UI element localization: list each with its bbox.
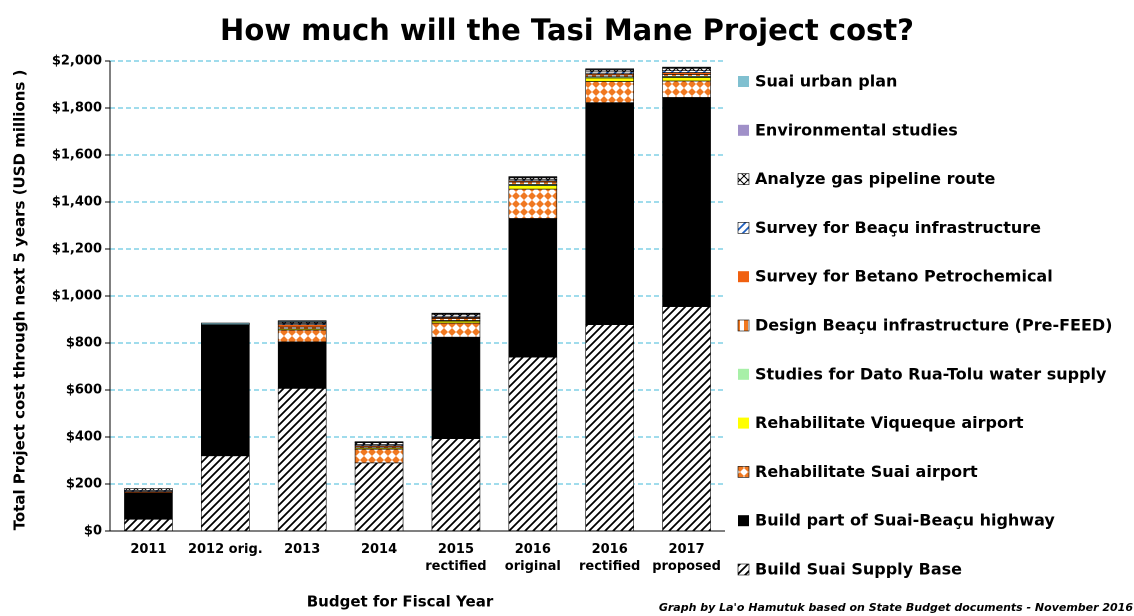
- bar-segment: [662, 80, 711, 98]
- bar-segment: [277, 329, 327, 343]
- legend-label: Survey for Betano Petrochemical: [755, 267, 1053, 286]
- legend-swatch: [737, 222, 750, 234]
- legend-swatch: [738, 76, 749, 87]
- bar-segment: [662, 306, 711, 532]
- bar-segment: [585, 102, 634, 325]
- bar-segment: [277, 341, 327, 389]
- legend-swatch: [737, 563, 750, 576]
- bar-segment: [662, 67, 711, 71]
- legend-label: Rehabilitate Viqueque airport: [755, 413, 1024, 432]
- bar-segment: [508, 181, 558, 185]
- bar-segment: [277, 388, 327, 532]
- legend-swatch: [738, 271, 749, 283]
- bar-segment: [508, 356, 558, 532]
- y-tick-label: $1,200: [52, 242, 102, 257]
- legend-swatch: [738, 368, 749, 380]
- y-tick-label: $1,600: [52, 148, 102, 163]
- x-tick-label: 2013: [284, 542, 320, 557]
- bar-segment: [431, 336, 481, 439]
- y-tick-label: $600: [66, 383, 102, 398]
- legend-label: Environmental studies: [755, 120, 958, 139]
- bar-segment: [124, 488, 173, 491]
- bar-segment: [277, 324, 327, 328]
- x-tick-label: 2015 rectified: [425, 542, 486, 574]
- x-tick-label: 2014: [361, 542, 397, 557]
- y-tick-label: $1,800: [52, 101, 102, 116]
- bar-segment: [585, 77, 634, 82]
- y-tick-label: $1,000: [52, 289, 102, 304]
- bar-segment: [124, 518, 173, 532]
- y-tick-label: $1,400: [52, 195, 102, 210]
- x-tick-label: 2016 original: [505, 542, 561, 574]
- legend-label: Build part of Suai-Beaçu highway: [755, 511, 1055, 530]
- x-axis-title: Budget for Fiscal Year: [307, 593, 494, 611]
- legend-label: Studies for Dato Rua-Tolu water supply: [755, 364, 1107, 383]
- bar-segment: [508, 218, 558, 358]
- legend-swatch: [737, 466, 750, 478]
- bar-segment: [662, 97, 711, 307]
- x-tick-label: 2017 proposed: [652, 542, 721, 574]
- legend-swatch: [737, 173, 750, 185]
- y-tick-label: $400: [66, 430, 102, 445]
- bar-segment: [201, 322, 250, 325]
- legend-label: Design Beaçu infrastructure (Pre-FEED): [755, 316, 1112, 335]
- bar-segment: [354, 462, 404, 532]
- x-tick-label: 2011: [130, 542, 166, 557]
- x-tick-label: 2012 orig.: [188, 542, 263, 557]
- legend-label: Suai urban plan: [755, 72, 897, 91]
- chart-title: How much will the Tasi Mane Project cost…: [220, 13, 914, 47]
- legend-swatch: [738, 124, 749, 136]
- y-tick-label: $0: [84, 524, 102, 539]
- legend-label: Survey for Beaçu infrastructure: [755, 218, 1041, 237]
- x-tick-label: 2016 rectified: [579, 542, 640, 574]
- y-tick-label: $2,000: [52, 54, 102, 69]
- bar-segment: [508, 188, 558, 219]
- bar-segment: [431, 322, 481, 338]
- y-tick-label: $800: [66, 336, 102, 351]
- bar-segment: [585, 81, 634, 103]
- legend-swatch: [737, 319, 750, 332]
- bar-segment: [585, 324, 634, 532]
- legend-swatch: [738, 515, 749, 527]
- y-tick-label: $200: [66, 477, 102, 492]
- bar-segment: [508, 185, 558, 190]
- bar-segment: [354, 448, 404, 464]
- bar-segment: [277, 320, 327, 322]
- bar-segment: [201, 455, 250, 532]
- bar-segment: [431, 438, 481, 532]
- footnote: Graph by La'o Hamutuk based on State Bud…: [659, 601, 1133, 614]
- legend-label: Analyze gas pipeline route: [755, 169, 996, 188]
- bar-segment: [662, 77, 711, 82]
- bar-segment: [201, 324, 250, 457]
- legend-label: Build Suai Supply Base: [755, 560, 962, 579]
- legend-swatch: [738, 417, 749, 429]
- bar-segment: [124, 492, 173, 520]
- y-axis-title: Total Project cost through next 5 years …: [11, 70, 29, 531]
- legend-label: Rehabilitate Suai airport: [755, 462, 978, 481]
